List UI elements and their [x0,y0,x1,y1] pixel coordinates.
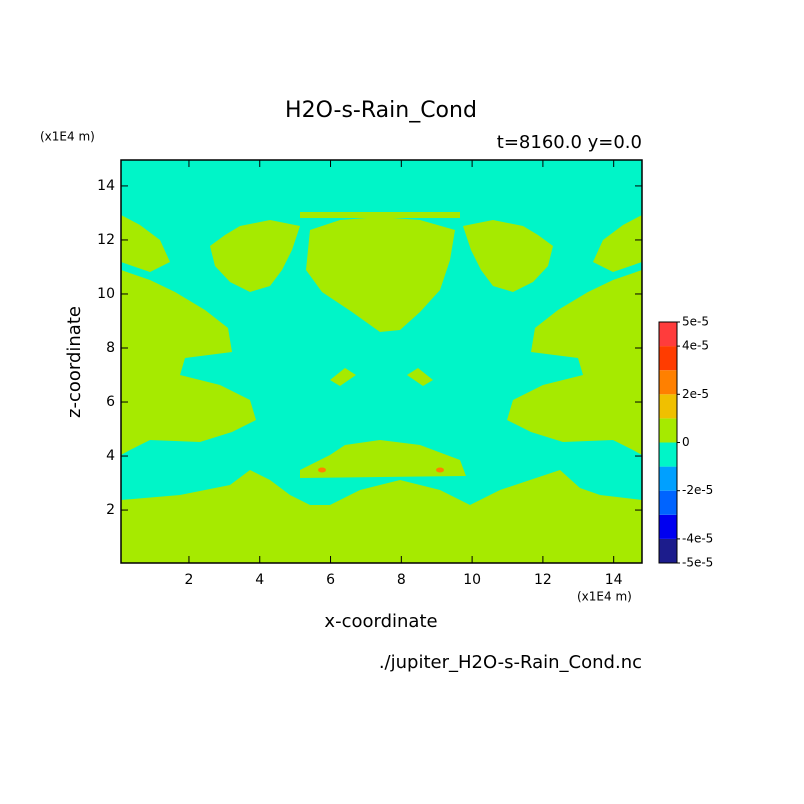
colorbar-band [659,418,677,443]
x-tick-label: 4 [255,572,264,588]
field-region [121,270,256,455]
colorbar-tick-label: 5e-5 [682,315,709,329]
field-spot [436,467,444,473]
y-tick-label: 14 [97,178,115,194]
field-region [300,212,460,218]
x-axis-label: x-coordinate [324,611,437,632]
colorbar-band [659,466,677,491]
chart-subtitle: t=8160.0 y=0.0 [497,132,642,153]
field-region [306,217,455,332]
colorbar-band [659,442,677,467]
field-region [121,470,642,563]
field-region [463,220,553,292]
y-tick-label: 4 [106,448,115,464]
y-tick-label: 8 [106,340,115,356]
colorbar-band [659,322,677,347]
field-region [507,270,642,455]
x-tick-label: 8 [397,572,406,588]
colorbar-band [659,370,677,395]
field-region [330,368,356,386]
plot-frame [120,159,643,564]
contour-field [121,160,642,563]
colorbar-tick-label: -4e-5 [682,531,713,545]
x-tick-label: 12 [534,572,552,588]
field-region [121,215,170,272]
x-unit: (x1E4 m) [577,590,632,604]
colorbar-band [659,346,677,371]
colorbar-band [659,490,677,515]
colorbar-band [659,394,677,419]
field-region [593,215,642,272]
y-unit: (x1E4 m) [40,130,95,144]
y-axis-label: z-coordinate [64,306,85,418]
field-region [210,220,300,292]
colorbar-band [659,514,677,539]
y-tick-label: 6 [106,394,115,410]
x-tick-label: 14 [605,572,623,588]
field-spot [318,467,326,473]
y-tick-label: 2 [106,502,115,518]
colorbar-tick-label: -5e-5 [682,556,713,570]
x-tick-label: 6 [326,572,335,588]
x-tick-label: 10 [463,572,481,588]
x-tick-label: 2 [184,572,193,588]
colorbar-tick-label: 4e-5 [682,339,709,353]
colorbar-band [659,538,677,563]
y-tick-label: 10 [97,286,115,302]
field-region [407,368,433,386]
y-tick-label: 12 [97,232,115,248]
colorbar-tick-label: 2e-5 [682,387,709,401]
chart-title: H2O-s-Rain_Cond [285,98,477,123]
colorbar-tick-label: -2e-5 [682,483,713,497]
colorbar-tick-label: 0 [682,435,690,449]
field-region [300,440,466,478]
footer: ./jupiter_H2O-s-Rain_Cond.nc [379,652,642,673]
